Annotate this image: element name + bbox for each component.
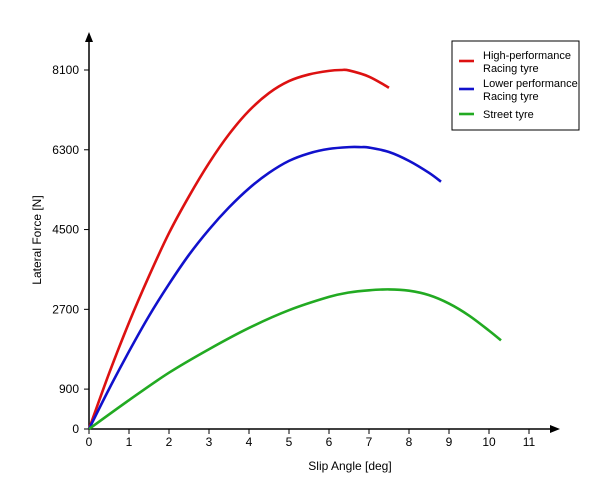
y-axis-arrow: [85, 32, 93, 42]
y-tick-label: 8100: [52, 63, 79, 77]
y-ticks: 0 900 2700 4500 6300 8100: [52, 63, 89, 436]
y-axis-title: Lateral Force [N]: [30, 195, 44, 284]
lower-performance-racing-tyre-line: [87, 145, 442, 430]
y-tick-label: 2700: [52, 302, 79, 316]
legend-items: High-performance Racing tyre Lower perform…: [459, 50, 578, 121]
y-tick-label: 6300: [52, 143, 79, 157]
x-tick-label: 6: [326, 435, 333, 449]
legend-label: High-performance Racing tyre: [483, 50, 571, 75]
y-tick-label: 4500: [52, 223, 79, 237]
y-tick-label: 900: [59, 382, 79, 396]
series-lines: [87, 68, 502, 431]
x-axis-title: Slip Angle [deg]: [308, 459, 391, 473]
x-tick-label: 9: [446, 435, 453, 449]
x-tick-label: 11: [523, 435, 536, 449]
x-tick-label: 2: [166, 435, 173, 449]
x-tick-label: 4: [246, 435, 253, 449]
x-tick-label: 5: [286, 435, 293, 449]
x-axis-arrow: [550, 425, 560, 433]
street-tyre-line: [88, 288, 502, 431]
x-tick-label: 10: [482, 435, 496, 449]
x-tick-label: 1: [126, 435, 133, 449]
x-tick-label: 8: [406, 435, 413, 449]
x-ticks: 0 1 2 3 4 5 6 7 8 9 10 11: [86, 429, 536, 449]
x-tick-label: 7: [366, 435, 373, 449]
high-performance-racing-tyre-line: [87, 68, 390, 430]
legend: High-performance Racing tyre Lower perform…: [451, 40, 580, 131]
axes: [85, 32, 560, 433]
y-tick-label: 0: [72, 422, 79, 436]
legend-label: Street tyre: [483, 109, 534, 121]
x-tick-label: 3: [206, 435, 213, 449]
legend-label: Lower performance Racing tyre: [483, 78, 578, 103]
x-tick-label: 0: [86, 435, 93, 449]
